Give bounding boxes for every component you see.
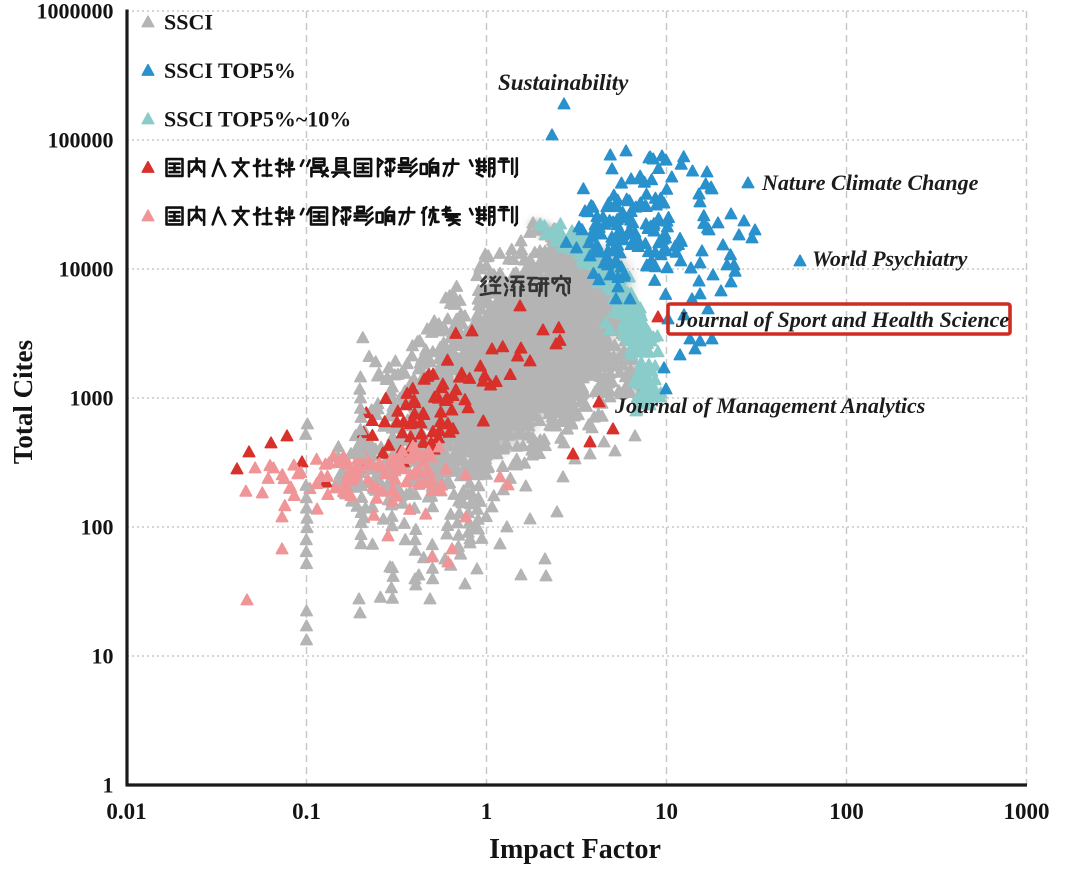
svg-text:Nature Climate Change: Nature Climate Change — [761, 170, 979, 195]
svg-text:Total Cites: Total Cites — [8, 340, 38, 464]
svg-text:100000: 100000 — [48, 128, 114, 153]
svg-text:1000: 1000 — [1004, 799, 1050, 824]
svg-text:Journal of Sport and Health Sc: Journal of Sport and Health Science — [675, 307, 1009, 332]
svg-text:10000: 10000 — [59, 257, 114, 282]
svg-text:0.01: 0.01 — [106, 799, 146, 824]
svg-text:Journal of Management Analytic: Journal of Management Analytics — [614, 393, 925, 418]
svg-text:Impact Factor: Impact Factor — [489, 834, 661, 865]
svg-text:1000: 1000 — [70, 386, 114, 411]
svg-text:100: 100 — [81, 515, 114, 540]
svg-text:SSCI: SSCI — [164, 10, 213, 35]
svg-text:SSCI TOP5%: SSCI TOP5% — [164, 58, 296, 83]
svg-text:0.1: 0.1 — [292, 799, 321, 824]
svg-text:1: 1 — [481, 799, 493, 824]
svg-text:10: 10 — [655, 799, 678, 824]
svg-text:World Psychiatry: World Psychiatry — [812, 246, 968, 271]
svg-text:1000000: 1000000 — [37, 0, 114, 24]
svg-text:SSCI TOP5%~10%: SSCI TOP5%~10% — [164, 107, 351, 132]
svg-text:10: 10 — [92, 644, 114, 669]
svg-text:1: 1 — [103, 773, 114, 798]
svg-text:100: 100 — [829, 799, 864, 824]
svg-text:Sustainability: Sustainability — [498, 70, 629, 95]
